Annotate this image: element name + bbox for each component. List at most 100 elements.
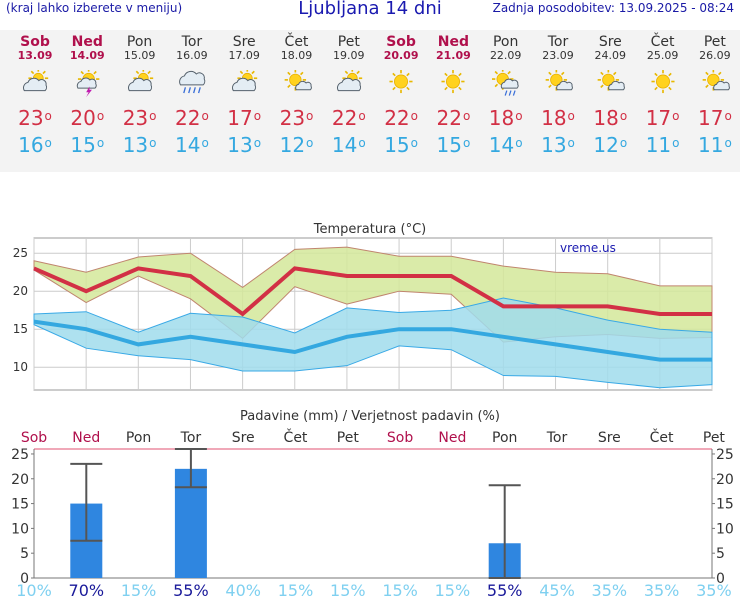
degree-sign: o	[44, 136, 52, 150]
y-tick-label-right: 20	[716, 472, 734, 488]
day-name: Ned	[71, 34, 103, 50]
min-temperature: 13o	[532, 133, 584, 157]
max-temperature: 17o	[689, 106, 740, 130]
max-temperature: 18o	[480, 106, 532, 130]
min-temperature-value: 11	[697, 133, 724, 157]
day-column[interactable]: Pet 26.09 17o 11o	[689, 30, 740, 157]
day-column[interactable]: Čet 18.09 23o 12o	[271, 30, 323, 157]
y-tick-label-left: 10	[11, 521, 29, 537]
min-temperature: 15o	[375, 133, 427, 157]
partly-cloudy-icon	[336, 70, 362, 92]
day-column[interactable]: Pon 22.09 18o 14o	[480, 30, 532, 157]
day-axis-label: Tor	[180, 430, 202, 446]
max-temperature: 22o	[166, 106, 218, 130]
precipitation-probability: 55%	[173, 581, 209, 600]
max-temperature-value: 22	[436, 106, 462, 130]
min-temperature: 14o	[480, 133, 532, 157]
min-temperature: 15o	[427, 133, 479, 157]
day-axis-label: Čet	[284, 428, 308, 446]
day-axis-label: Sre	[598, 430, 621, 446]
day-axis-label: Ned	[72, 430, 100, 446]
y-tick-label-left: 25	[11, 447, 29, 463]
degree-sign: o	[515, 136, 523, 150]
day-date: 13.09	[17, 49, 53, 62]
day-date: 16.09	[176, 49, 208, 62]
precipitation-probability: 15%	[330, 581, 366, 600]
min-temperature: 12o	[271, 133, 323, 157]
degree-sign: o	[462, 109, 471, 123]
menu-hint[interactable]: (kraj lahko izberete v meniju)	[6, 1, 183, 15]
day-column[interactable]: Sob 20.09 22o 15o	[375, 30, 427, 157]
partly-cloudy-icon	[127, 70, 153, 92]
day-column[interactable]: Sob 13.09 23o 16o	[9, 30, 61, 157]
y-tick-label-right: 5	[716, 546, 725, 562]
degree-sign: o	[567, 109, 575, 123]
day-column[interactable]: Ned 21.09 22o 15o	[427, 30, 479, 157]
sun-icon	[651, 70, 675, 94]
day-name: Sre	[598, 34, 622, 50]
degree-sign: o	[306, 109, 314, 123]
precipitation-probability: 35%	[644, 581, 680, 600]
day-axis-label: Sob	[387, 430, 413, 446]
min-temperature: 13o	[218, 133, 270, 157]
day-axis-label: Sob	[21, 430, 47, 446]
day-date: 17.09	[228, 49, 260, 62]
sun-small-cloud-icon	[597, 70, 626, 91]
y-tick-label-left: 20	[11, 472, 29, 488]
min-temperature-value: 13	[122, 133, 149, 157]
degree-sign: o	[253, 109, 262, 123]
y-tick-label-left: 0	[20, 571, 29, 587]
day-date: 15.09	[123, 49, 156, 62]
precipitation-chart-title: Padavine (mm) / Verjetnost padavin (%)	[240, 409, 500, 424]
day-column[interactable]: Pon 15.09 23o 13o	[114, 30, 166, 157]
top-bar: (kraj lahko izberete v meniju) Ljubljana…	[0, 0, 740, 22]
precipitation-probability: 40%	[225, 581, 261, 600]
daily-forecast-strip: Sob 13.09 23o 16o Ned 14.09 20o 15o Pon 15.09 23o 1…	[0, 30, 740, 172]
day-axis-label: Pet	[703, 430, 726, 446]
temperature-chart: Temperatura (°C) 10 15 20 25 vreme.us	[13, 222, 713, 391]
day-column[interactable]: Sre 17.09 17o 13o	[218, 30, 270, 157]
max-temperature: 17o	[218, 106, 270, 130]
degree-sign: o	[672, 109, 680, 123]
day-column[interactable]: Ned 14.09 20o 15o	[61, 30, 113, 157]
degree-sign: o	[724, 109, 732, 123]
day-name: Pet	[337, 34, 360, 50]
max-temperature: 22o	[375, 106, 427, 130]
day-column[interactable]: Čet 25.09 17o 11o	[637, 30, 689, 157]
day-column[interactable]: Tor 23.09 18o 13o	[532, 30, 584, 157]
day-name: Tor	[181, 34, 203, 50]
day-name: Pon	[492, 34, 519, 50]
min-temperature-value: 15	[70, 133, 96, 157]
max-temperature: 23o	[114, 106, 166, 130]
min-temperature-value: 13	[227, 133, 253, 157]
precipitation-probability: 35%	[592, 581, 628, 600]
min-temperature: 15o	[61, 133, 113, 157]
degree-sign: o	[619, 109, 628, 123]
min-temperature: 16o	[9, 133, 61, 157]
day-column[interactable]: Sre 24.09 18o 12o	[584, 30, 636, 157]
day-column[interactable]: Tor 16.09 22o 14o	[166, 30, 218, 157]
day-name: Sre	[232, 34, 256, 50]
precipitation-chart: Padavine (mm) / Verjetnost padavin (%) 0 0…	[11, 409, 734, 600]
day-date: 22.09	[489, 49, 522, 62]
page-title: Ljubljana 14 dni	[298, 0, 442, 19]
degree-sign: o	[672, 136, 680, 150]
day-axis-label: Sre	[232, 430, 255, 446]
y-tick-label-right: 10	[716, 521, 734, 537]
day-date: 18.09	[280, 49, 313, 62]
day-column[interactable]: Pet 19.09 22o 14o	[323, 30, 375, 157]
max-temperature: 23o	[271, 106, 323, 130]
max-temperature: 23o	[9, 106, 61, 130]
min-temperature: 14o	[323, 133, 375, 157]
max-temperature-value: 17	[645, 106, 672, 130]
day-name: Čet	[284, 34, 309, 50]
max-temperature: 20o	[61, 106, 113, 130]
day-name: Sob	[386, 34, 416, 50]
partly-cloudy-icon	[23, 70, 49, 92]
min-temperature-line	[33, 319, 712, 362]
min-temperature: 11o	[689, 133, 740, 157]
sun-small-cloud-icon	[545, 70, 573, 91]
degree-sign: o	[462, 136, 471, 150]
day-name: Ned	[437, 34, 469, 50]
min-temperature: 13o	[114, 133, 166, 157]
